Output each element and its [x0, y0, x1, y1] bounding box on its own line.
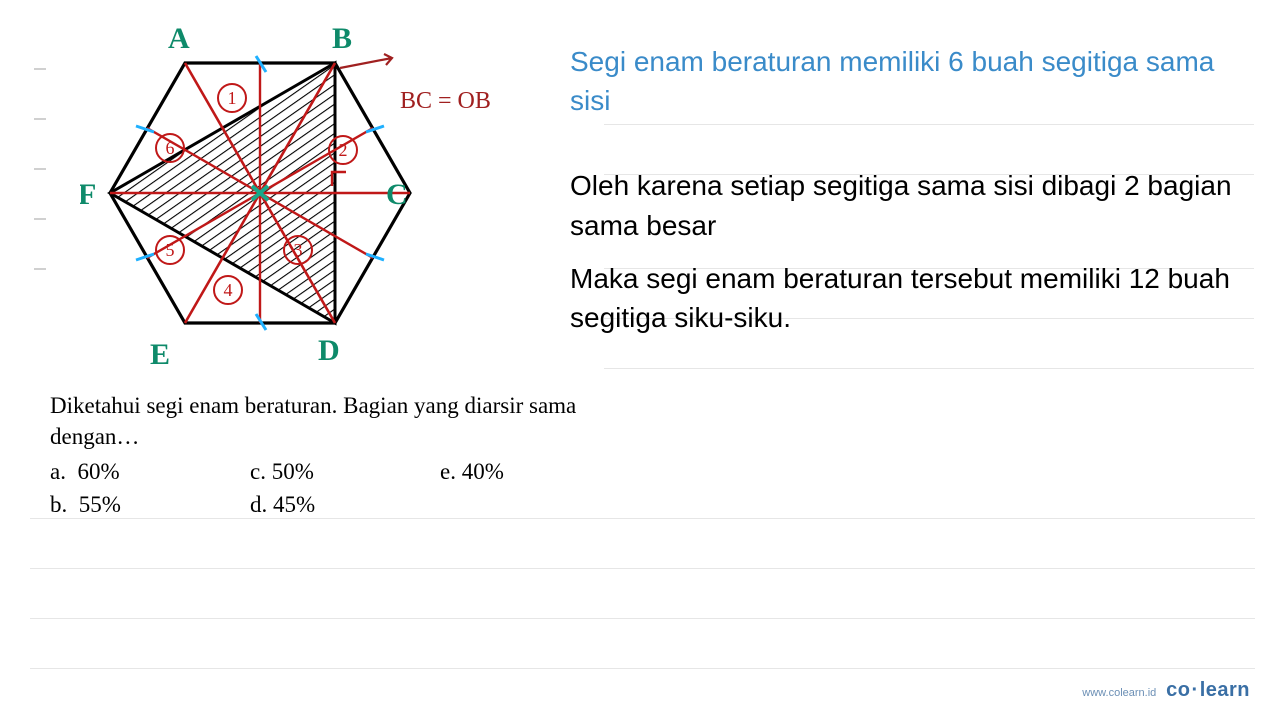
- option-e: e. 40%: [440, 456, 610, 487]
- vertex-B: B: [332, 22, 352, 55]
- question-block: Diketahui segi enam beraturan. Bagian ya…: [50, 390, 630, 520]
- half-label-3: 3: [294, 240, 303, 260]
- vertex-C: C: [386, 178, 408, 211]
- question-stem: Diketahui segi enam beraturan. Bagian ya…: [50, 390, 630, 452]
- half-label-5: 5: [166, 240, 175, 260]
- half-label-6: 6: [166, 138, 175, 158]
- arrow-bc: [340, 54, 392, 68]
- option-d: d. 45%: [250, 489, 440, 520]
- explanation-line-2: Maka segi enam beraturan tersebut memili…: [570, 259, 1255, 337]
- option-b: b. 55%: [50, 489, 250, 520]
- annotation-bc-ob: BC = OB: [400, 88, 491, 115]
- explanation-line-1: Oleh karena setiap segitiga sama sisi di…: [570, 166, 1255, 244]
- half-label-1: 1: [228, 88, 237, 108]
- vertex-A: A: [168, 22, 190, 55]
- half-label-4: 4: [224, 280, 233, 300]
- footer-url: www.colearn.id: [1082, 687, 1156, 699]
- option-c: c. 50%: [250, 456, 440, 487]
- option-a: a. 60%: [50, 456, 250, 487]
- answer-options: a. 60% c. 50% e. 40% b. 55% d. 45%: [50, 456, 630, 520]
- margin-ticks: [34, 68, 46, 318]
- explanation-block: Segi enam beraturan memiliki 6 buah segi…: [570, 42, 1255, 351]
- footer-brand: www.colearn.id co·learn: [1082, 679, 1250, 702]
- hexagon-diagram: 1 2 3 4 5 6 A B C D E F: [80, 18, 440, 383]
- vertex-E: E: [150, 338, 170, 371]
- explanation-heading: Segi enam beraturan memiliki 6 buah segi…: [570, 42, 1255, 120]
- half-label-2: 2: [339, 140, 348, 160]
- vertex-F: F: [80, 178, 96, 211]
- vertex-D: D: [318, 334, 340, 367]
